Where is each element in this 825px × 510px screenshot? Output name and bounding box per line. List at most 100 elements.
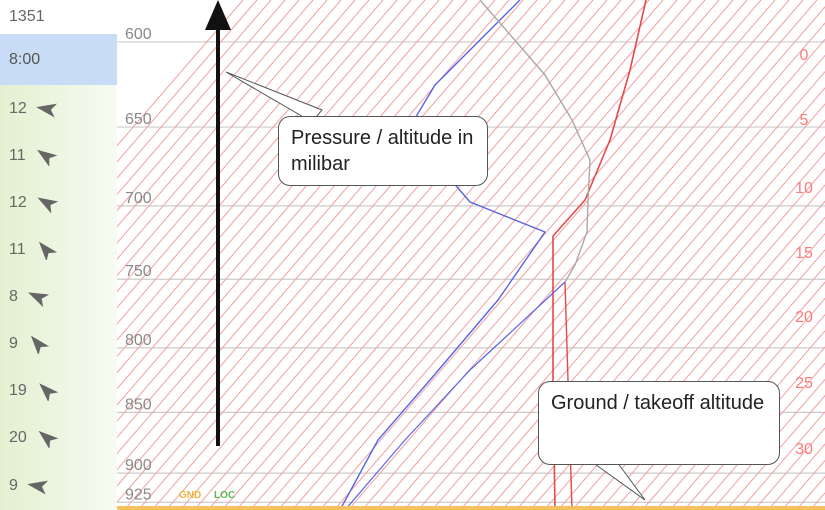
altitude-cell: 1351 (0, 0, 117, 34)
time-value: 8:00 (9, 50, 41, 68)
isotherm-line (347, 0, 790, 510)
pressure-label: 850 (125, 396, 152, 413)
isotherm-line (117, 0, 314, 228)
ground-label: GND (179, 490, 201, 501)
wind-direction-arrow-icon (27, 480, 48, 494)
isotherm-line (117, 0, 342, 260)
isotherm-line (235, 0, 678, 510)
wind-speed: 9 (9, 334, 18, 352)
isotherm-line (117, 0, 454, 390)
wind-row: 8 (0, 273, 117, 320)
temperature-label: 30 (795, 441, 813, 458)
wind-speed: 9 (9, 476, 18, 494)
isotherm-line (117, 0, 384, 309)
temperature-line (552, 0, 647, 510)
wind-direction-arrow-icon (38, 241, 57, 260)
isotherm-line (333, 0, 776, 510)
wind-direction-arrow-icon (37, 197, 59, 213)
isotherm-line (117, 0, 552, 503)
temperature-label: 5 (800, 112, 809, 129)
isotherm-line (725, 394, 825, 510)
wind-row: 19 (0, 367, 117, 414)
isotherm-line (117, 0, 538, 487)
wind-direction-arrow-icon (35, 103, 57, 117)
dewpoint-line (339, 0, 546, 510)
wind-row: 11 (0, 132, 117, 179)
isotherm-line (305, 0, 748, 510)
isotherm-line (193, 0, 636, 510)
wind-speed: 12 (9, 99, 27, 117)
isotherm-line (117, 0, 412, 341)
dewpoint-branch-line (344, 281, 566, 510)
wind-row: 12 (0, 179, 117, 226)
temperature-label: 20 (795, 309, 813, 326)
isotherm-line (117, 0, 524, 471)
wind-speed: 11 (9, 240, 26, 258)
parcel-line (479, 0, 591, 283)
isotherm-line (179, 0, 622, 510)
isotherm-line (151, 0, 594, 510)
wind-row: 9 (0, 320, 117, 367)
wind-row: 11 (0, 226, 117, 273)
wind-direction-arrow-icon (36, 149, 57, 166)
pressure-callout-tail (225, 71, 323, 123)
isotherm-line (711, 378, 825, 510)
isotherm-line (375, 0, 818, 510)
isotherm-line (361, 0, 804, 510)
wind-speed: 12 (9, 193, 27, 211)
wind-speed: 8 (9, 287, 18, 305)
temperature-label: 15 (795, 245, 813, 262)
isotherm-line (117, 0, 440, 374)
wind-speed: 19 (9, 381, 27, 399)
isotherm-line (431, 54, 825, 510)
isotherm-line (389, 6, 825, 510)
isotherm-line (117, 0, 482, 422)
isotherm-line (221, 0, 664, 510)
time-cell[interactable]: 8:00 (0, 34, 117, 85)
isotherm-line (117, 0, 258, 163)
isotherm-line (739, 411, 825, 510)
pressure-label: 900 (125, 457, 152, 474)
wind-direction-arrow-icon (38, 430, 59, 448)
wind-direction-arrow-icon (30, 335, 50, 354)
location-label: LOC (214, 490, 235, 501)
isotherm-line (291, 0, 734, 510)
isotherm-line (117, 0, 244, 147)
pressure-callout: Pressure / altitude in milibar (278, 116, 488, 186)
isotherm-line (137, 0, 580, 510)
isotherm-line (117, 0, 426, 358)
pressure-label: 750 (125, 263, 152, 280)
isotherm-line (117, 0, 272, 179)
isotherm-line (117, 0, 468, 406)
temperature-branch-line (564, 281, 573, 510)
wind-speed: 20 (9, 428, 27, 446)
pressure-label: 650 (125, 111, 152, 128)
isotherm-line (417, 38, 825, 510)
ground-callout-text: Ground / takeoff altitude (551, 392, 765, 414)
isotherm-line (117, 0, 496, 439)
isotherm-line (165, 0, 608, 510)
isotherm-line (277, 0, 720, 510)
temperature-label: 10 (795, 180, 813, 197)
wind-row: 12 (0, 85, 117, 132)
isotherm-line (117, 0, 300, 212)
pressure-callout-text: Pressure / altitude in milibar (291, 127, 474, 175)
forecast-sidebar: 1351 8:00 12 11 12 11 8 9 19 20 9 (0, 0, 117, 510)
wind-direction-arrow-icon (27, 291, 50, 307)
ground-line (117, 506, 825, 510)
isotherm-line (249, 0, 692, 510)
pressure-label: 600 (125, 26, 152, 43)
altitude-arrow-head-icon (205, 0, 231, 30)
wind-row: 9 (0, 461, 117, 510)
isotherm-line (207, 0, 650, 510)
pressure-label: 700 (125, 190, 152, 207)
isotherm-line (445, 70, 825, 510)
sounding-chart: 600 650 700 750 800 850 900 925 0 5 10 15 20 25 30 GN… (117, 0, 825, 510)
temperature-label: 25 (795, 375, 813, 392)
pressure-label: 800 (125, 332, 152, 349)
isotherm-line (319, 0, 762, 510)
isotherm-line (123, 0, 566, 510)
wind-direction-arrow-icon (39, 382, 59, 401)
isotherm-line (117, 0, 356, 277)
